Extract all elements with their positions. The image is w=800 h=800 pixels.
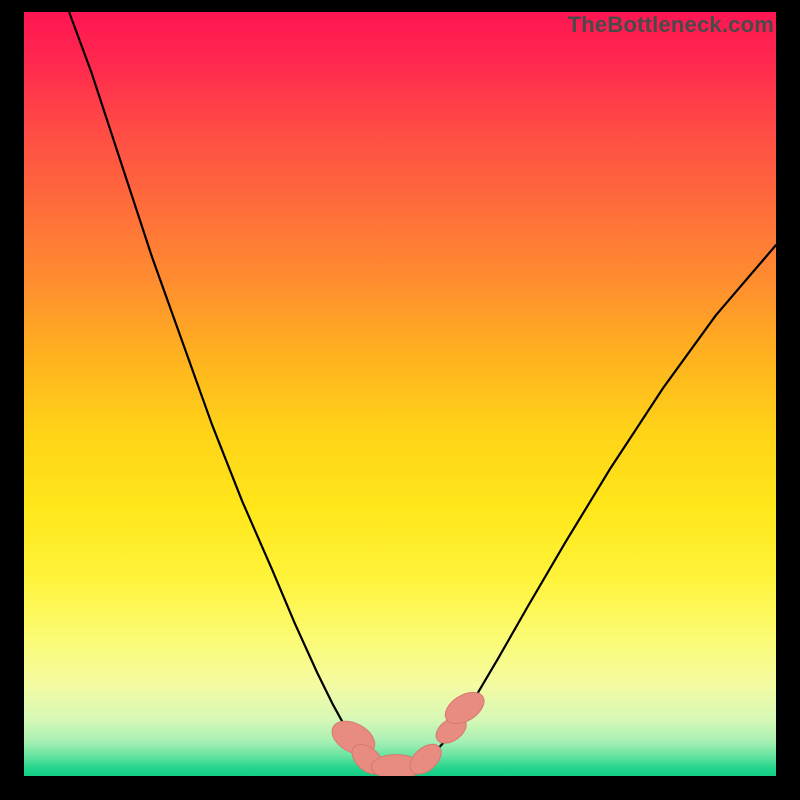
highlight-blobs: [326, 686, 489, 776]
curve-path: [69, 12, 776, 767]
plot-area: [24, 12, 776, 776]
watermark-text: TheBottleneck.com: [568, 12, 774, 38]
chart-overlay: [24, 12, 776, 776]
bottleneck-curve: [69, 12, 776, 767]
stage: TheBottleneck.com: [0, 0, 800, 800]
